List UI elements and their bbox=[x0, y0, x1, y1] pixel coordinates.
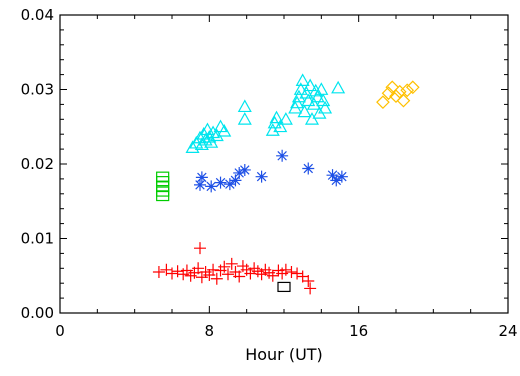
triangle-point bbox=[273, 119, 288, 133]
plus-point bbox=[279, 263, 292, 276]
triangle-point bbox=[209, 128, 224, 142]
asterisk-point bbox=[195, 171, 208, 184]
asterisk-point bbox=[229, 174, 242, 187]
y-tick-label: 0.00 bbox=[21, 304, 54, 322]
plus-point bbox=[192, 262, 205, 275]
plus-point bbox=[218, 260, 231, 273]
x-axis-label: Hour (UT) bbox=[245, 345, 323, 364]
asterisk-point bbox=[326, 169, 339, 182]
x-tick-label: 16 bbox=[349, 322, 368, 340]
x-tick-label: 8 bbox=[205, 322, 215, 340]
plus-point bbox=[210, 272, 223, 285]
square-point bbox=[156, 171, 170, 182]
triangle-point bbox=[217, 123, 232, 137]
asterisk-point bbox=[214, 176, 227, 189]
axis-ticks: 0 8 16 24 0.00 0.01 0.02 0.03 0.04 bbox=[21, 6, 518, 340]
triangle-point bbox=[204, 135, 219, 148]
triangle-point bbox=[194, 137, 209, 151]
y-tick-label: 0.04 bbox=[21, 6, 54, 24]
diamond-point bbox=[405, 80, 420, 95]
asterisk-point bbox=[255, 170, 268, 183]
asterisk-point bbox=[223, 178, 236, 191]
plus-point bbox=[304, 282, 317, 295]
diamond-point bbox=[389, 89, 403, 104]
asterisk-point bbox=[335, 170, 348, 183]
square-point bbox=[156, 186, 170, 197]
plus-point bbox=[171, 265, 184, 278]
triangle-point bbox=[293, 82, 308, 95]
plus-point bbox=[285, 266, 298, 279]
triangle-point bbox=[198, 132, 213, 146]
diamond-point bbox=[376, 95, 390, 110]
triangle-point bbox=[185, 140, 200, 154]
plus-point bbox=[302, 274, 315, 287]
square-point bbox=[156, 181, 170, 192]
y-tick-label: 0.01 bbox=[21, 230, 54, 248]
triangle-point bbox=[237, 112, 252, 125]
triangle-point bbox=[269, 110, 284, 124]
plus-point bbox=[291, 267, 304, 280]
y-tick-label: 0.02 bbox=[21, 155, 54, 173]
plus-point bbox=[225, 257, 238, 270]
triangle-point bbox=[237, 99, 252, 113]
diamond-point bbox=[396, 93, 411, 108]
plus-point bbox=[194, 242, 206, 255]
y-tick-label: 0.03 bbox=[21, 81, 54, 99]
asterisk-point bbox=[276, 149, 289, 162]
triangle-point bbox=[306, 97, 321, 110]
square-point bbox=[277, 281, 291, 293]
plus-point bbox=[166, 267, 178, 280]
asterisk-point bbox=[194, 178, 206, 191]
diamond-point bbox=[400, 83, 415, 98]
plot-marks bbox=[152, 73, 420, 295]
diamond-point bbox=[381, 86, 396, 101]
triangle-point bbox=[303, 78, 318, 92]
triangle-point bbox=[331, 80, 346, 94]
asterisk-point bbox=[238, 163, 251, 176]
triangle-point bbox=[314, 82, 329, 95]
plus-point bbox=[266, 269, 279, 282]
triangle-point bbox=[301, 93, 316, 107]
triangle-point bbox=[310, 89, 325, 103]
x-tick-label: 0 bbox=[55, 322, 65, 340]
asterisk-point bbox=[302, 162, 315, 175]
x-tick-label: 24 bbox=[498, 322, 517, 340]
plus-point bbox=[207, 263, 220, 276]
plus-point bbox=[233, 270, 246, 283]
asterisk-point bbox=[205, 180, 218, 193]
asterisk-point bbox=[330, 174, 343, 187]
triangle-point bbox=[278, 112, 293, 125]
asterisk-point bbox=[233, 166, 246, 179]
triangle-point bbox=[318, 100, 333, 114]
plus-point bbox=[222, 268, 234, 281]
plus-point bbox=[152, 266, 165, 279]
triangle-point bbox=[308, 83, 323, 97]
triangle-point bbox=[295, 73, 310, 86]
triangle-point bbox=[297, 104, 312, 118]
triangle-point bbox=[196, 126, 211, 140]
